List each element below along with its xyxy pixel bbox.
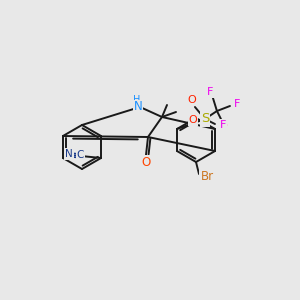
Text: S: S bbox=[201, 112, 209, 125]
Text: O: O bbox=[188, 95, 196, 105]
Text: O: O bbox=[141, 155, 151, 169]
Text: C: C bbox=[76, 150, 84, 160]
Text: O: O bbox=[219, 121, 227, 131]
Text: F: F bbox=[207, 87, 213, 97]
Text: F: F bbox=[234, 99, 240, 109]
Text: O: O bbox=[189, 115, 197, 125]
Text: F: F bbox=[220, 120, 226, 130]
Text: N: N bbox=[65, 149, 73, 159]
Text: N: N bbox=[134, 100, 142, 113]
Text: Br: Br bbox=[200, 169, 214, 182]
Text: H: H bbox=[133, 95, 141, 105]
